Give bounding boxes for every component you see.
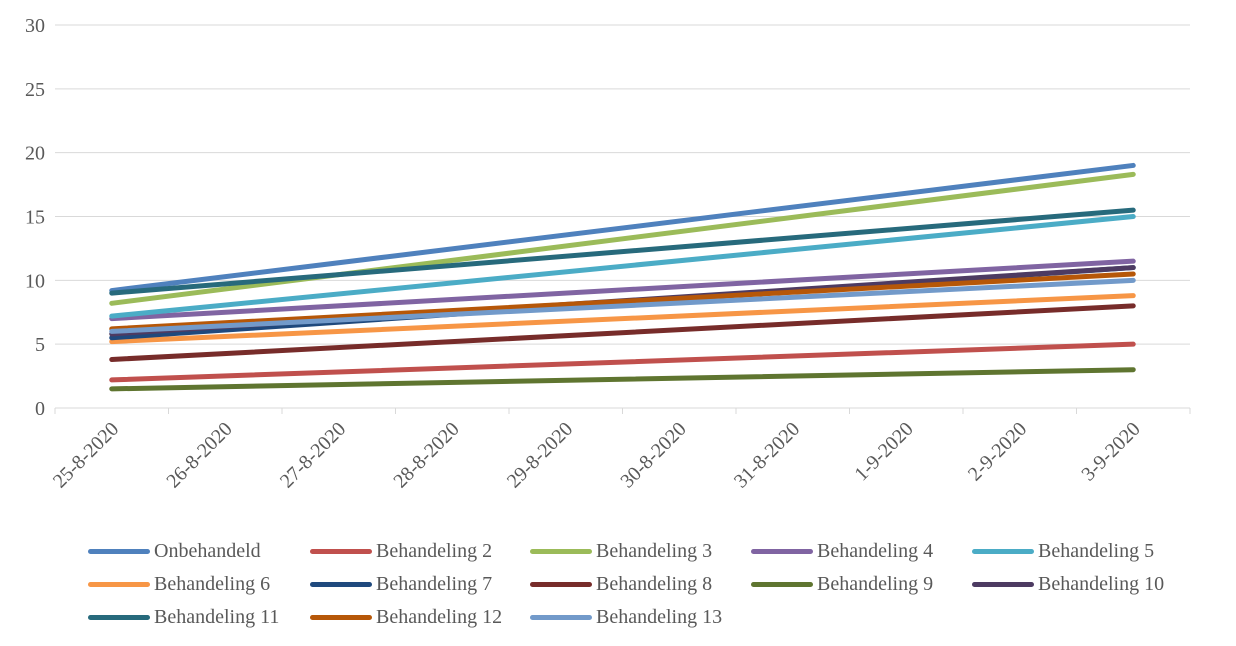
legend-swatch <box>530 548 592 554</box>
legend-swatch <box>751 581 813 587</box>
x-tick-label: 27-8-2020 <box>276 418 350 492</box>
legend-label: Behandeling 7 <box>376 572 493 595</box>
x-tick-label: 30-8-2020 <box>616 418 690 492</box>
legend-item: Behandeling 3 <box>530 537 712 565</box>
legend-swatch <box>88 548 150 554</box>
legend-label: Behandeling 5 <box>1038 539 1155 562</box>
legend-item: Behandeling 12 <box>310 603 502 631</box>
x-tick-label: 3-9-2020 <box>1077 418 1144 485</box>
legend-item: Behandeling 13 <box>530 603 722 631</box>
legend-item: Behandeling 5 <box>972 537 1154 565</box>
legend-item: Behandeling 4 <box>751 537 933 565</box>
legend-swatch <box>751 548 813 554</box>
legend-item: Behandeling 9 <box>751 570 933 598</box>
legend-item: Behandeling 7 <box>310 570 492 598</box>
legend-label: Behandeling 2 <box>376 539 493 562</box>
legend-label: Behandeling 8 <box>596 572 713 595</box>
series-line-3 <box>109 171 1136 306</box>
series-line-6 <box>109 293 1136 345</box>
legend-swatch <box>530 581 592 587</box>
legend-item: Behandeling 6 <box>88 570 270 598</box>
legend-swatch <box>530 614 592 620</box>
legend-swatch <box>310 614 372 620</box>
legend-item: Behandeling 2 <box>310 537 492 565</box>
x-tick-label: 1-9-2020 <box>850 418 917 485</box>
legend-label: Behandeling 11 <box>154 605 280 628</box>
legend-item: Behandeling 11 <box>88 603 279 631</box>
y-tick-label: 20 <box>25 143 45 165</box>
y-tick-label: 25 <box>25 79 45 101</box>
series-line-5 <box>109 214 1136 319</box>
series-line-13 <box>109 277 1136 334</box>
legend-label: Behandeling 10 <box>1038 572 1165 595</box>
legend-label: Behandeling 4 <box>817 539 934 562</box>
x-tick-label: 31-8-2020 <box>730 418 804 492</box>
series-line-2 <box>109 341 1136 383</box>
legend-item: Behandeling 8 <box>530 570 712 598</box>
series-line-9 <box>109 367 1136 392</box>
legend-label: Behandeling 6 <box>154 572 271 595</box>
legend-label: Behandeling 13 <box>596 605 723 628</box>
legend-label: Behandeling 12 <box>376 605 503 628</box>
legend-item: Behandeling 10 <box>972 570 1164 598</box>
y-tick-label: 5 <box>35 334 45 356</box>
series-line-4 <box>109 258 1136 322</box>
legend-item: Onbehandeld <box>88 537 261 565</box>
y-tick-label: 10 <box>25 270 45 292</box>
legend-label: Onbehandeld <box>154 539 261 562</box>
x-tick-label: 2-9-2020 <box>964 418 1031 485</box>
series-line-1 <box>109 162 1136 294</box>
legend-label: Behandeling 3 <box>596 539 713 562</box>
legend-swatch <box>972 581 1034 587</box>
y-tick-label: 30 <box>25 15 45 37</box>
x-tick-label: 29-8-2020 <box>503 418 577 492</box>
legend-label: Behandeling 9 <box>817 572 934 595</box>
y-tick-label: 15 <box>25 207 45 229</box>
series-line-11 <box>109 207 1136 296</box>
x-tick-label: 26-8-2020 <box>162 418 236 492</box>
legend-swatch <box>310 548 372 554</box>
y-tick-label: 0 <box>35 398 45 420</box>
x-tick-label: 25-8-2020 <box>49 418 123 492</box>
legend-swatch <box>310 581 372 587</box>
series-line-12 <box>109 271 1136 332</box>
series-line-8 <box>109 303 1136 362</box>
legend-swatch <box>88 614 150 620</box>
x-tick-label: 28-8-2020 <box>389 418 463 492</box>
legend-swatch <box>88 581 150 587</box>
line-chart: 0 5 10 15 20 25 30 25-8-2020 26-8-2020 27-8-2020 2… <box>25 15 1191 492</box>
legend-swatch <box>972 548 1034 554</box>
